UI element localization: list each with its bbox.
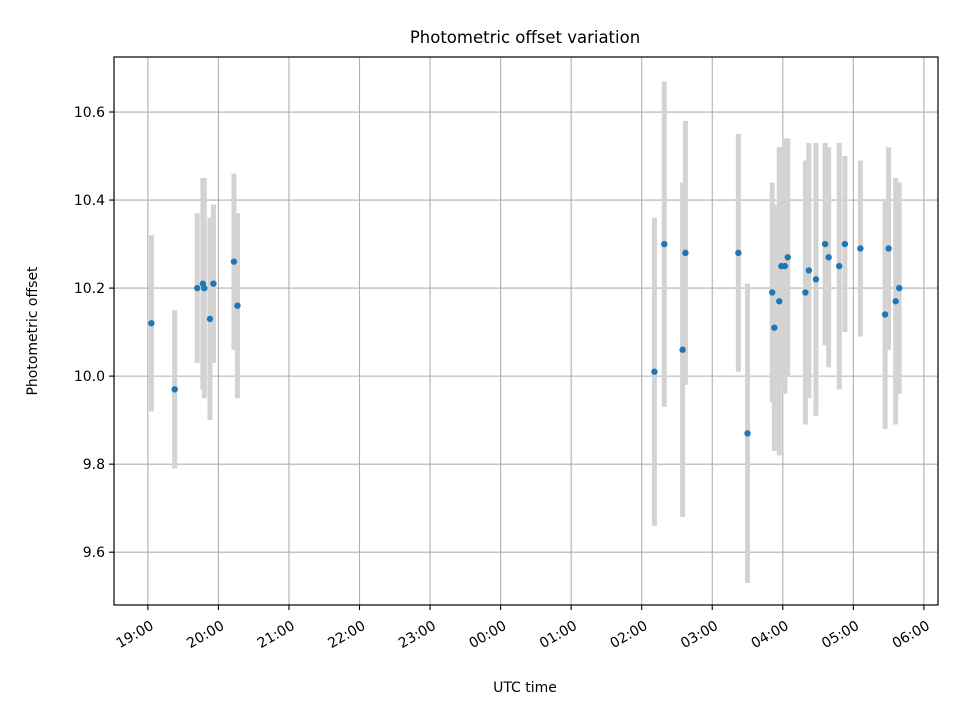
- data-point: [781, 262, 789, 270]
- data-point: [206, 315, 214, 323]
- y-tick-label: 10.6: [74, 105, 105, 121]
- data-point: [895, 284, 903, 292]
- data-point: [148, 320, 155, 327]
- data-point: [194, 284, 201, 292]
- data-point: [769, 289, 776, 296]
- data-point: [201, 284, 208, 292]
- data-point: [735, 249, 742, 257]
- data-point: [805, 267, 813, 274]
- data-point: [892, 298, 899, 305]
- data-point: [836, 262, 843, 270]
- data-point: [744, 430, 751, 437]
- data-point: [821, 240, 829, 248]
- data-point: [661, 240, 668, 248]
- data-point: [881, 311, 889, 318]
- y-tick-label: 9.8: [83, 457, 105, 473]
- data-point: [784, 254, 791, 261]
- data-point: [234, 302, 241, 309]
- data-point: [825, 254, 832, 261]
- data-point: [171, 386, 178, 393]
- data-point: [682, 249, 689, 257]
- data-point: [841, 240, 849, 248]
- data-point: [776, 298, 783, 305]
- y-axis-ticks: 9.6 9.8 10.0 10.2 10.4 10.6: [74, 105, 114, 561]
- data-point: [771, 324, 778, 331]
- data-point: [812, 276, 820, 283]
- y-axis-label: Photometric offset: [25, 266, 41, 396]
- plot-frame: [113, 56, 939, 606]
- data-point: [210, 280, 217, 287]
- data-point: [885, 245, 892, 252]
- chart-title: Photometric offset variation: [410, 28, 640, 47]
- data-point: [230, 258, 238, 265]
- data-point: [802, 289, 809, 296]
- data-point: [857, 245, 864, 252]
- y-tick-label: 10.0: [74, 369, 105, 385]
- data-point: [679, 346, 686, 353]
- x-axis-label: UTC time: [493, 680, 557, 696]
- y-tick-label: 10.4: [74, 193, 105, 209]
- data-points: [148, 240, 903, 437]
- y-tick-label: 10.2: [74, 281, 105, 297]
- y-tick-label: 9.6: [83, 545, 105, 561]
- data-point: [651, 368, 658, 375]
